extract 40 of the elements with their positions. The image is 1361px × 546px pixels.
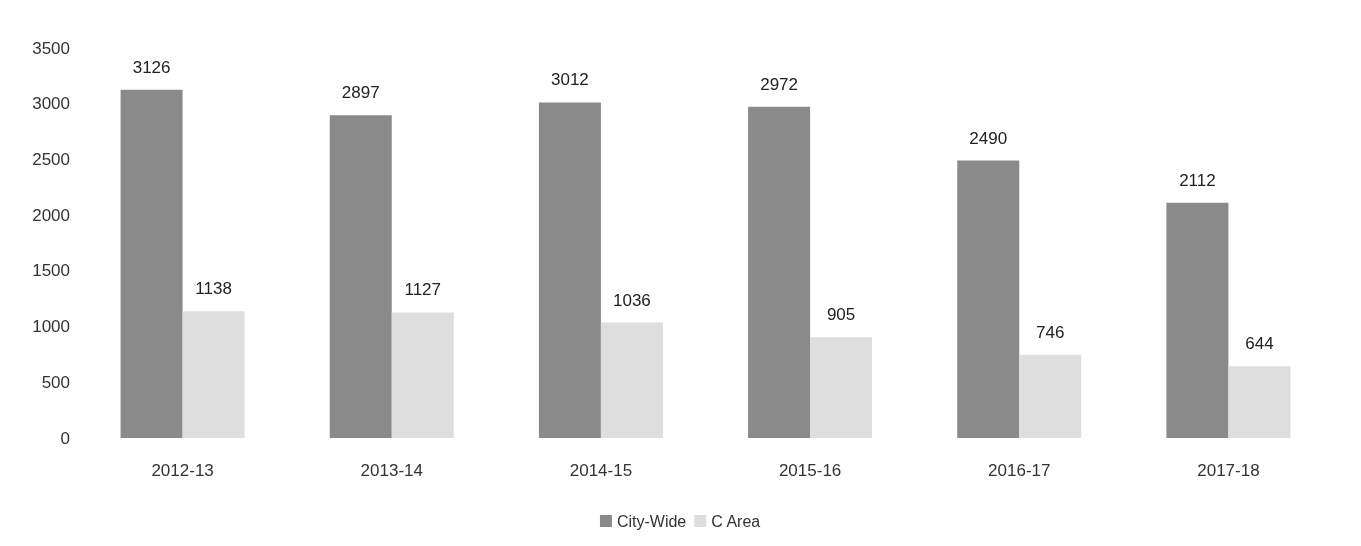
bar (1166, 202, 1229, 438)
data-label: 1036 (613, 290, 651, 310)
data-label: 3012 (551, 70, 589, 90)
bar (600, 322, 663, 438)
y-tick-label: 1500 (32, 261, 70, 281)
x-tick-label: 2015-16 (778, 461, 842, 480)
data-label: 644 (1245, 334, 1274, 354)
legend-label: City-Wide (616, 512, 687, 530)
x-tick-label: 2013-14 (360, 461, 423, 480)
bar (1019, 354, 1082, 438)
data-label: 2112 (1179, 170, 1216, 190)
bar (810, 337, 873, 438)
data-label: 2490 (969, 128, 1008, 148)
x-tick-label: 2017-18 (1197, 461, 1260, 480)
bar (391, 312, 454, 438)
data-label: 3126 (132, 57, 171, 77)
y-tick-label: 3000 (32, 94, 70, 114)
x-tick-label: 2012-13 (151, 461, 214, 480)
bar (120, 89, 183, 438)
y-tick-label: 500 (41, 372, 70, 392)
data-label: 746 (1036, 322, 1065, 342)
data-label: 1127 (404, 280, 442, 300)
bar (182, 311, 245, 438)
data-label: 2972 (760, 74, 798, 94)
bar (329, 115, 392, 438)
x-tick-label: 2016-17 (988, 461, 1051, 480)
y-tick-label: 2000 (32, 205, 70, 225)
data-label: 905 (826, 305, 856, 325)
y-tick-label: 0 (60, 428, 70, 448)
y-tick-label: 3500 (32, 38, 70, 58)
y-tick-label: 1000 (32, 317, 70, 337)
x-tick-label: 2014-15 (569, 461, 633, 480)
y-tick-label: 2500 (32, 149, 70, 169)
data-label: 2897 (341, 83, 380, 103)
bar (748, 106, 811, 438)
legend-label: C Area (711, 512, 761, 530)
bar (957, 160, 1020, 438)
data-label: 1138 (195, 279, 232, 299)
bar (1228, 366, 1291, 438)
bar (538, 102, 601, 438)
